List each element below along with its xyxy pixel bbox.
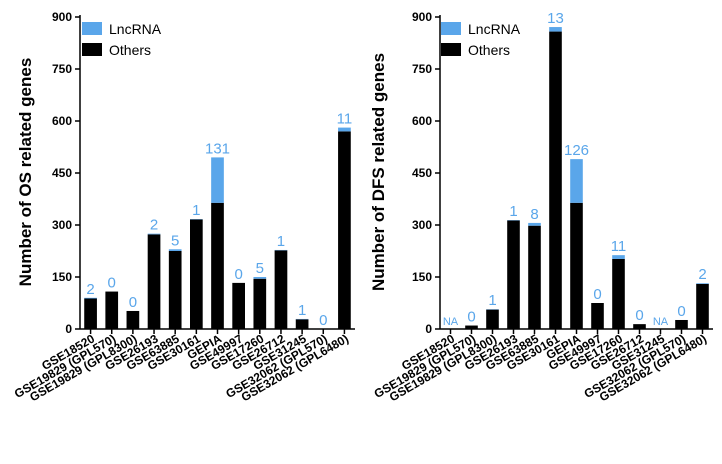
dfs-y-tick-label: 300 bbox=[412, 218, 432, 232]
os-bar-others bbox=[190, 219, 203, 329]
os-bar-value-label: 0 bbox=[129, 294, 137, 311]
os-bar-value-label: 2 bbox=[86, 281, 94, 298]
legend-swatch-others bbox=[82, 43, 102, 56]
dfs-bar-others bbox=[675, 319, 688, 329]
dfs-bar-lncrna bbox=[696, 283, 709, 284]
dfs-bar-value-label: NA bbox=[443, 316, 459, 328]
os-bar-value-label: 1 bbox=[192, 202, 200, 219]
os-bar-others bbox=[105, 291, 119, 329]
os-bar-value-label: 5 bbox=[256, 260, 264, 277]
os-bar-value-label: 11 bbox=[337, 111, 353, 128]
dfs-y-tick-label: 150 bbox=[412, 270, 432, 284]
os-bar-others bbox=[211, 202, 224, 329]
os-bar-lncrna bbox=[84, 297, 97, 299]
dfs-bar-lncrna bbox=[528, 222, 541, 226]
os-bar-value-label: 2 bbox=[150, 217, 158, 234]
os-y-tick-label: 300 bbox=[52, 218, 72, 232]
os-bar-lncrna bbox=[253, 277, 267, 279]
legend-label-others: Others bbox=[468, 42, 510, 58]
dfs-y-tick-label: 0 bbox=[425, 322, 432, 336]
dfs-bar-others bbox=[612, 258, 625, 329]
os-bar-value-label: 1 bbox=[277, 233, 285, 250]
dfs-bar-others bbox=[570, 202, 583, 329]
os-bar-value-label: 0 bbox=[234, 266, 242, 283]
os-bar-lncrna bbox=[211, 157, 224, 203]
dfs-bar-value-label: 0 bbox=[593, 286, 601, 303]
os-y-tick-label: 450 bbox=[52, 166, 72, 180]
dfs-bar-value-label: 0 bbox=[635, 307, 643, 324]
os-y-axis-title: Number of OS related genes bbox=[16, 58, 35, 287]
dfs-bar-value-label: 2 bbox=[698, 266, 706, 283]
legend-swatch-others bbox=[441, 43, 461, 56]
os-bar-lncrna bbox=[168, 249, 182, 251]
os-bar-value-label: 131 bbox=[205, 140, 230, 157]
dfs-y-tick-label: 450 bbox=[412, 166, 432, 180]
os-bar-others bbox=[168, 251, 182, 329]
os-bar-value-label: 1 bbox=[298, 302, 306, 319]
dfs-bar-others bbox=[633, 324, 646, 329]
dfs-bar-others bbox=[591, 303, 604, 329]
os-bar-others bbox=[147, 234, 161, 329]
dfs-bar-value-label: 8 bbox=[530, 206, 538, 223]
dfs-bar-value-label: 126 bbox=[564, 142, 589, 159]
dfs-bar-value-label: 0 bbox=[467, 309, 475, 326]
os-bar-others bbox=[274, 250, 288, 329]
dfs-y-tick-label: 750 bbox=[412, 62, 432, 76]
dfs-bar-value-label: 0 bbox=[677, 303, 685, 320]
dfs-bar-value-label: 1 bbox=[509, 203, 517, 220]
dfs-bar-others bbox=[465, 325, 478, 329]
os-bar-lncrna bbox=[147, 233, 161, 235]
os-bar-others bbox=[253, 278, 267, 329]
legend-label-lncrna: LncRNA bbox=[109, 21, 162, 37]
os-bar-others bbox=[232, 282, 245, 329]
os-chart-panel: Number of OS related genes LncRNA Others… bbox=[12, 10, 355, 404]
dfs-bar-value-label: NA bbox=[653, 316, 669, 328]
os-bar-value-label: 0 bbox=[319, 312, 327, 329]
os-bar-value-label: 0 bbox=[108, 275, 116, 292]
dfs-bar-others bbox=[696, 283, 709, 329]
os-y-tick-label: 150 bbox=[52, 270, 72, 284]
dfs-bar-value-label: 1 bbox=[488, 292, 496, 309]
dfs-bar-value-label: 11 bbox=[611, 238, 627, 255]
dfs-y-tick-label: 900 bbox=[412, 10, 432, 24]
legend-swatch-lncrna bbox=[441, 22, 461, 35]
legend-swatch-lncrna bbox=[82, 22, 102, 35]
os-y-tick-label: 0 bbox=[65, 322, 72, 336]
os-y-tick-label: 750 bbox=[52, 62, 72, 76]
dfs-legend: LncRNA Others bbox=[441, 21, 521, 58]
dfs-bar-others bbox=[486, 309, 499, 329]
dfs-bar-value-label: 13 bbox=[547, 10, 564, 27]
os-legend: LncRNA Others bbox=[82, 21, 162, 58]
dfs-bar-others bbox=[549, 31, 562, 330]
dfs-chart-panel: Number of DFS related genes LncRNA Other… bbox=[369, 10, 713, 404]
os-y-tick-label: 900 bbox=[52, 10, 72, 24]
dfs-category-label: GSE19829 (GPL570) bbox=[372, 331, 478, 400]
os-bar-others bbox=[295, 319, 309, 329]
os-bar-lncrna bbox=[338, 127, 351, 132]
os-bar-others bbox=[126, 310, 140, 329]
legend-label-others: Others bbox=[109, 42, 151, 58]
dfs-bar-lncrna bbox=[549, 27, 562, 32]
dfs-bar-others bbox=[528, 225, 541, 329]
os-bar-others bbox=[338, 131, 351, 329]
dfs-bar-others bbox=[507, 220, 520, 329]
dfs-bar-lncrna bbox=[570, 159, 583, 203]
os-bar-others bbox=[84, 298, 97, 329]
os-bar-value-label: 5 bbox=[171, 232, 179, 249]
dfs-bar-lncrna bbox=[612, 255, 625, 259]
os-y-tick-label: 600 bbox=[52, 114, 72, 128]
dfs-y-tick-label: 600 bbox=[412, 114, 432, 128]
os-category-label: GSE19829 (GPL570) bbox=[12, 331, 118, 400]
legend-label-lncrna: LncRNA bbox=[468, 21, 521, 37]
dfs-y-axis-title: Number of DFS related genes bbox=[369, 53, 388, 291]
